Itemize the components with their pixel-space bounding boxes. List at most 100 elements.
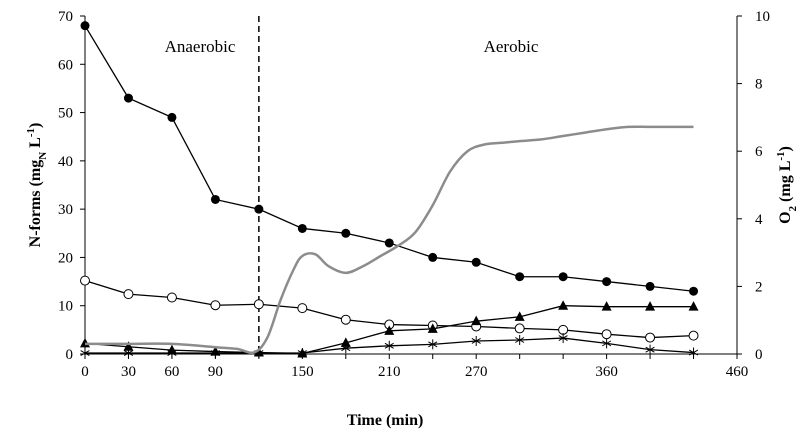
data-point bbox=[210, 300, 221, 311]
data-point bbox=[80, 21, 90, 31]
asterisk-stroke bbox=[515, 337, 525, 343]
asterisk-stroke bbox=[254, 350, 264, 356]
asterisk-stroke bbox=[167, 350, 177, 356]
y-axis-right-title: O2 (mg L-1) bbox=[775, 146, 799, 224]
data-point bbox=[341, 343, 351, 354]
y-left-tick-label: 0 bbox=[66, 347, 74, 363]
series-1 bbox=[80, 275, 699, 343]
data-point bbox=[514, 311, 525, 321]
data-point bbox=[645, 332, 656, 343]
data-point bbox=[210, 194, 220, 204]
x-tick-label: 150 bbox=[291, 364, 314, 380]
data-point bbox=[80, 348, 90, 359]
data-point bbox=[558, 300, 569, 310]
x-tick-label: 90 bbox=[208, 364, 223, 380]
y-right-tick-label: 2 bbox=[755, 279, 763, 295]
y-left-tick-label: 20 bbox=[58, 250, 73, 266]
x-ticks: 0 30 60 90 150 210 270 360 460 bbox=[81, 354, 748, 380]
region-label-aerobic: Aerobic bbox=[484, 37, 539, 56]
data-point bbox=[601, 301, 612, 311]
y-left-ticks: 0 10 20 30 40 50 60 70 bbox=[58, 9, 85, 363]
data-point bbox=[253, 299, 264, 310]
asterisk-stroke bbox=[210, 350, 220, 356]
data-point bbox=[471, 335, 481, 346]
data-point bbox=[167, 348, 177, 359]
region-label-anaerobic: Anaerobic bbox=[165, 37, 236, 56]
x-tick-label: 60 bbox=[164, 364, 179, 380]
data-point bbox=[80, 337, 90, 348]
asterisk-stroke bbox=[558, 335, 568, 341]
data-point bbox=[688, 347, 699, 358]
data-point bbox=[515, 272, 525, 282]
data-point bbox=[688, 301, 699, 311]
series-0 bbox=[80, 21, 699, 296]
x-axis-title: Time (min) bbox=[347, 412, 424, 429]
data-point bbox=[123, 348, 134, 359]
y-left-tick-label: 30 bbox=[58, 202, 73, 218]
data-point bbox=[645, 344, 655, 355]
asterisk-stroke bbox=[80, 350, 90, 356]
data-point bbox=[384, 325, 395, 335]
data-point bbox=[515, 334, 525, 345]
x-tick-label: 30 bbox=[121, 364, 136, 380]
data-point bbox=[558, 324, 569, 335]
data-point bbox=[428, 252, 438, 262]
gridless-plot-area bbox=[84, 16, 738, 355]
y-right-tick-label: 8 bbox=[755, 77, 763, 93]
data-point bbox=[558, 272, 568, 282]
asterisk-stroke bbox=[428, 341, 438, 348]
y-right-tick-label: 10 bbox=[755, 9, 770, 25]
asterisk-stroke bbox=[602, 340, 612, 347]
data-point bbox=[427, 323, 438, 333]
data-point bbox=[558, 333, 568, 344]
y-axis-left-title: N-forms (mgN L-1) bbox=[25, 123, 49, 248]
y-right-tick-label: 6 bbox=[755, 144, 763, 160]
x-tick-label: 360 bbox=[595, 364, 618, 380]
y-left-tick-label: 40 bbox=[58, 154, 73, 170]
data-point bbox=[210, 348, 220, 359]
data-point bbox=[123, 341, 134, 351]
x-tick-label: 0 bbox=[81, 364, 89, 380]
data-point bbox=[428, 339, 438, 350]
series-3 bbox=[80, 333, 699, 359]
asterisk-stroke bbox=[645, 346, 655, 353]
data-point bbox=[80, 275, 90, 286]
data-point bbox=[167, 112, 177, 122]
o2-line bbox=[85, 125, 694, 355]
data-point bbox=[602, 277, 612, 287]
data-point bbox=[123, 289, 134, 300]
y-right-tick-label: 0 bbox=[755, 347, 763, 363]
x-tick-label: 270 bbox=[465, 364, 488, 380]
data-point bbox=[341, 228, 351, 238]
asterisk-stroke bbox=[471, 338, 481, 344]
data-point bbox=[471, 257, 481, 267]
data-point bbox=[602, 338, 612, 349]
data-point bbox=[297, 223, 307, 233]
asterisk-stroke bbox=[297, 350, 307, 356]
data-point bbox=[123, 93, 133, 103]
y-right-ticks: 0 2 4 6 8 10 bbox=[737, 9, 770, 363]
x-tick-label: 210 bbox=[378, 364, 401, 380]
data-point bbox=[471, 315, 482, 326]
y-left-tick-label: 50 bbox=[58, 106, 73, 122]
asterisk-stroke bbox=[341, 345, 351, 352]
data-point bbox=[645, 301, 656, 311]
data-point bbox=[689, 286, 699, 296]
data-point bbox=[645, 281, 655, 291]
data-point bbox=[254, 204, 264, 214]
asterisk-stroke bbox=[384, 342, 394, 349]
data-point bbox=[297, 348, 307, 359]
data-point bbox=[166, 292, 177, 303]
x-tick-label: 460 bbox=[726, 364, 749, 380]
data-point bbox=[384, 238, 394, 248]
y-left-tick-label: 60 bbox=[58, 57, 73, 73]
data-point bbox=[384, 340, 394, 351]
data-point bbox=[340, 337, 351, 347]
y-right-tick-label: 4 bbox=[755, 212, 763, 228]
asterisk-stroke bbox=[688, 349, 699, 356]
data-point bbox=[297, 303, 308, 314]
data-point bbox=[688, 330, 699, 341]
data-point bbox=[601, 329, 612, 340]
y-left-tick-label: 10 bbox=[58, 299, 73, 315]
